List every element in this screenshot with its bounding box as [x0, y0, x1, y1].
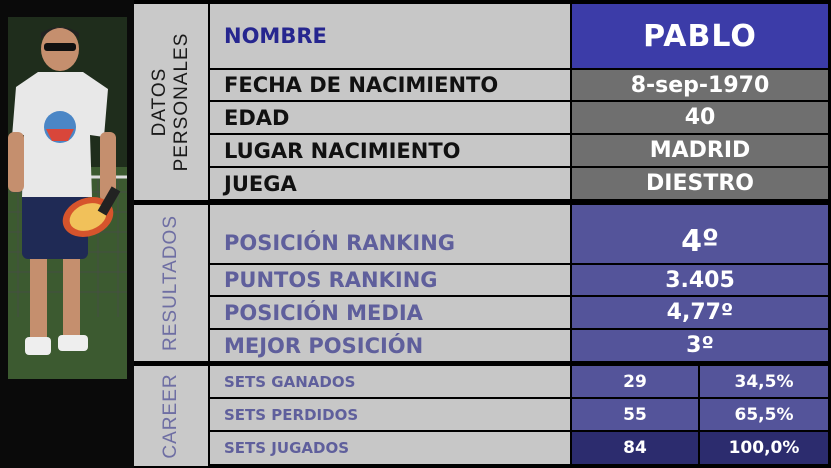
label-nombre: NOMBRE	[210, 4, 570, 68]
label-sets-ganados: SETS GANADOS	[210, 366, 570, 397]
value-posicion-ranking: 4º	[572, 205, 828, 263]
section-results: RESULTADOS	[134, 205, 208, 361]
section-personal: DATOS PERSONALES	[134, 4, 208, 200]
value-sets-jugados-count: 84	[572, 432, 698, 464]
value-edad: 40	[572, 102, 828, 133]
label-sets-jugados: SETS JUGADOS	[210, 432, 570, 464]
label-fecha-nacimiento: FECHA DE NACIMIENTO	[210, 70, 570, 100]
value-sets-perdidos-percent: 65,5%	[700, 399, 828, 430]
value-posicion-media: 4,77º	[572, 297, 828, 328]
value-lugar-nacimiento: MADRID	[572, 135, 828, 166]
label-posicion-ranking: POSICIÓN RANKING	[210, 205, 570, 263]
label-posicion-media: POSICIÓN MEDIA	[210, 297, 570, 328]
value-mejor-posicion: 3º	[572, 330, 828, 361]
label-sets-perdidos: SETS PERDIDOS	[210, 399, 570, 430]
value-juega: DIESTRO	[572, 168, 828, 199]
label-puntos-ranking: PUNTOS RANKING	[210, 265, 570, 295]
label-mejor-posicion: MEJOR POSICIÓN	[210, 330, 570, 361]
player-photo	[8, 17, 127, 379]
section-personal-label: DATOS PERSONALES	[149, 32, 192, 172]
value-sets-jugados-percent: 100,0%	[700, 432, 828, 464]
value-sets-perdidos-count: 55	[572, 399, 698, 430]
value-sets-ganados-percent: 34,5%	[700, 366, 828, 397]
value-puntos-ranking: 3.405	[572, 265, 828, 295]
value-fecha-nacimiento: 8-sep-1970	[572, 70, 828, 100]
value-sets-ganados-count: 29	[572, 366, 698, 397]
label-lugar-nacimiento: LUGAR NACIMIENTO	[210, 135, 570, 166]
section-career-label: CAREER	[160, 373, 181, 459]
label-edad: EDAD	[210, 102, 570, 133]
label-juega: JUEGA	[210, 168, 570, 199]
section-career: CAREER	[134, 366, 208, 466]
section-results-label: RESULTADOS	[160, 215, 181, 351]
value-nombre: PABLO	[572, 4, 828, 68]
